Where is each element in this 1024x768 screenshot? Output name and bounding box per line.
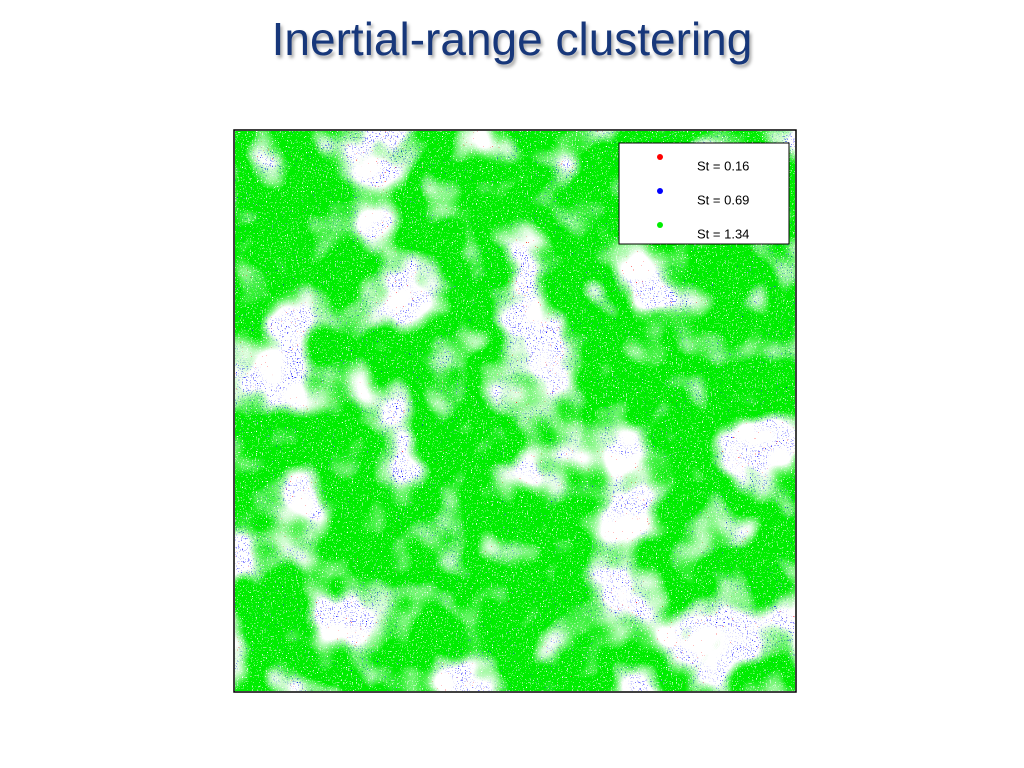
legend-label: St = 0.69 [697,192,749,207]
legend-label: St = 1.34 [697,226,749,241]
legend-label: St = 0.16 [697,158,749,173]
legend: St = 0.16 St = 0.69 St = 1.34 [657,154,749,241]
plot-frame [233,129,797,693]
legend-marker [657,154,663,160]
slide-title: Inertial-range clustering [271,13,753,65]
legend-marker [657,188,663,194]
legend-marker [657,222,663,228]
legend-box [618,142,790,245]
